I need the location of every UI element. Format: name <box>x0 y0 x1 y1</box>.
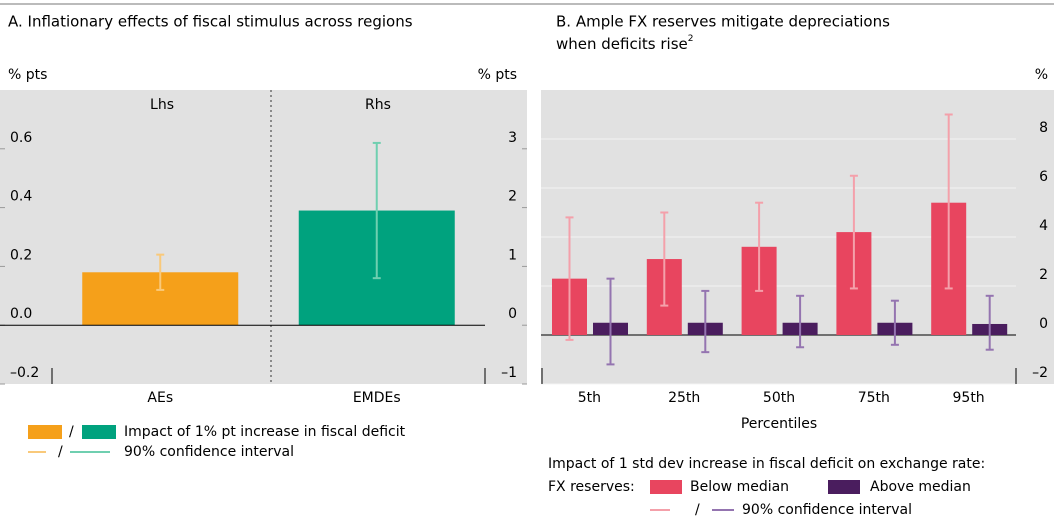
error-bar <box>372 141 381 280</box>
y-tick-label: 3 <box>508 130 517 146</box>
x-tick-label: AEs <box>147 390 173 406</box>
x-axis-label: Percentiles <box>741 416 817 432</box>
y-tick-label: 0 <box>508 306 517 322</box>
legend-separator: / <box>69 424 74 440</box>
y-tick-label: –2 <box>1032 365 1048 381</box>
legend-label: Below median <box>690 479 789 495</box>
error-bar <box>755 201 764 292</box>
y-tick-label: 1 <box>508 247 517 263</box>
error-bar <box>606 277 615 366</box>
legend-swatch <box>28 425 62 439</box>
legend-label: Impact of 1% pt increase in fiscal defic… <box>124 424 406 440</box>
y-tick-label: 0.0 <box>10 306 32 322</box>
legend-heading: Impact of 1 std dev increase in fiscal d… <box>548 456 985 472</box>
legend-label: 90% confidence interval <box>124 444 294 460</box>
y-tick-label: 2 <box>1039 267 1048 283</box>
panel-title: B. Ample FX reserves mitigate depreciati… <box>556 13 890 31</box>
legend-prefix: FX reserves: <box>548 479 635 495</box>
y-tick-label: 0.6 <box>10 130 32 146</box>
y-tick-label: 6 <box>1039 169 1048 185</box>
x-tick-label: 75th <box>858 390 890 406</box>
error-bar <box>565 216 574 341</box>
y-tick-label: 0.2 <box>10 247 32 263</box>
y-tick-label: 2 <box>508 189 517 205</box>
x-tick-label: EMDEs <box>353 390 401 406</box>
legend-label: 90% confidence interval <box>742 502 912 518</box>
y-tick-label: 4 <box>1039 218 1048 234</box>
x-tick-label: 50th <box>763 390 795 406</box>
error-bar <box>890 299 899 346</box>
error-bar <box>660 211 669 307</box>
x-tick-label: 5th <box>578 390 601 406</box>
y2-axis-label: % pts <box>478 67 517 83</box>
y-axis-label: % <box>1035 67 1048 83</box>
legend-separator: / <box>58 444 63 460</box>
legend-swatch <box>650 480 682 494</box>
error-bar <box>156 253 165 291</box>
annotation: Rhs <box>365 97 391 113</box>
error-bar <box>701 289 710 354</box>
legend-label: Above median <box>870 479 971 495</box>
legend-swatch <box>82 425 116 439</box>
y-tick-label: 8 <box>1039 120 1048 136</box>
footnote-mark: 2 <box>688 34 694 44</box>
error-bar <box>849 174 858 290</box>
panel-title: when deficits rise2 <box>556 34 693 53</box>
legend-swatch <box>828 480 860 494</box>
y-tick-label: –1 <box>501 365 517 381</box>
error-bar <box>796 294 805 349</box>
title-text: when deficits rise <box>556 35 688 53</box>
x-tick-label: 25th <box>668 390 700 406</box>
y-axis-label: % pts <box>8 67 47 83</box>
annotation: Lhs <box>150 97 174 113</box>
y-tick-label: –0.2 <box>10 365 39 381</box>
error-bar <box>944 113 953 290</box>
legend-separator: / <box>695 502 700 518</box>
x-tick-label: 95th <box>953 390 985 406</box>
y-tick-label: 0 <box>1039 316 1048 332</box>
y-tick-label: 0.4 <box>10 189 32 205</box>
panel-title: A. Inflationary effects of fiscal stimul… <box>8 13 413 31</box>
error-bar <box>985 294 994 351</box>
